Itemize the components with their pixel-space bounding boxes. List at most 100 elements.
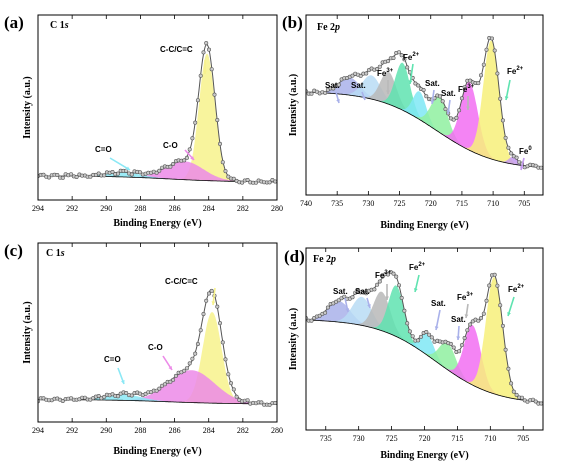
data-point [451,345,456,350]
data-point [267,402,272,407]
plot-area [38,288,277,407]
x-tick-label: 292 [66,426,78,435]
data-point [481,62,486,67]
annotation-arrowhead [386,90,390,94]
peak-label: Sat. [351,81,366,90]
annotation-arrowhead [336,99,340,103]
panel-title: C 1s [46,248,65,259]
data-point [399,53,404,58]
x-tick-label: 730 [362,199,374,208]
peak-label: C-C/C=C [165,277,198,286]
data-point [476,81,481,86]
data-point [96,393,101,398]
data-point [218,141,223,146]
data-point [350,73,355,78]
panel-title: Fe 2p [317,22,340,33]
panel-letter: (c) [4,241,23,260]
data-point [394,274,399,279]
annotation-arrowhead [430,100,435,104]
peak-label: Sat. [451,315,466,324]
x-tick-label: 720 [419,434,431,443]
data-point [503,135,508,140]
data-point [484,298,489,303]
data-point [207,291,212,296]
x-tick-label: 294 [32,204,44,213]
data-point [372,287,377,292]
data-point [530,397,535,402]
x-tick-label: 286 [169,426,181,435]
data-point [154,388,159,393]
x-tick-label: 730 [353,434,365,443]
panel-title-orbital: s [60,248,65,259]
data-point [201,311,206,316]
annotation-arrowhead [434,326,439,330]
annotation-arrowhead [446,110,451,114]
data-point [498,96,503,101]
data-point [198,73,203,78]
peak-label: C-C/C=C [160,45,193,54]
data-point [424,94,429,99]
data-point [405,321,410,326]
x-tick-label: 294 [32,426,44,435]
peak-5 [306,91,543,168]
x-tick-label: 280 [271,204,283,213]
x-tick-label: 705 [517,434,529,443]
annotation-arrowhead [362,96,366,100]
data-point [443,107,448,112]
data-point [234,394,239,399]
data-point [124,390,129,395]
data-point [309,91,314,96]
data-point [519,395,524,400]
x-axis-title: Binding Energy (eV) [380,450,468,461]
x-axis-title: Binding Energy (eV) [113,446,201,457]
xps-panel-1: 294 292 290 288 286 284 282 280 Binding Energy (… [4,13,283,229]
data-point [336,82,341,87]
x-tick-label: 720 [425,199,437,208]
data-point [495,71,500,76]
xps-panel-3: 294 292 290 288 286 284 282 280 Binding Energy (… [4,241,283,457]
data-point [454,115,459,120]
y-axis-title: Intensity (a.u.) [22,76,33,139]
data-point [195,98,200,103]
x-tick-label: 710 [484,434,496,443]
peak-label: Fe3+ [457,292,474,302]
xps-panel-2: 740 735 730 725 720 715 710 705 Binding Energy (… [282,13,544,231]
x-tick-label: 284 [203,426,215,435]
data-point [459,343,464,348]
data-point [162,382,167,387]
data-point [405,65,410,70]
data-point [245,178,250,183]
data-point [88,174,93,179]
panel-letter: (a) [4,13,24,32]
data-point [358,73,363,78]
panel-letter: (d) [284,247,305,266]
data-point [60,398,65,403]
data-point [478,73,483,78]
data-point [413,81,418,86]
annotation-arrowhead [408,80,413,84]
fit-envelope [38,44,277,183]
annotation-arrowhead [190,156,194,160]
annotation-arrowhead [385,296,389,300]
annotation-arrowhead [413,288,418,292]
data-point [462,85,467,90]
peak-1 [38,53,277,182]
peak-label-charge: 0 [528,146,532,152]
plot-frame [305,14,544,196]
data-point [391,271,396,276]
data-point [267,180,272,185]
peak-label: C-O [163,141,178,150]
data-point [385,272,390,277]
data-point [198,328,203,333]
annotation-arrowhead [466,106,470,110]
data-point [402,308,407,313]
data-point [533,163,538,168]
data-point [364,291,369,296]
peak-label-charge: 3+ [467,84,474,90]
x-tick-label: 725 [394,199,406,208]
plot-area [38,41,277,185]
x-tick-label: 715 [451,434,463,443]
data-point [168,379,173,384]
y-axis-title: Intensity (a.u.) [288,308,299,371]
peak-label: Sat. [325,81,340,90]
